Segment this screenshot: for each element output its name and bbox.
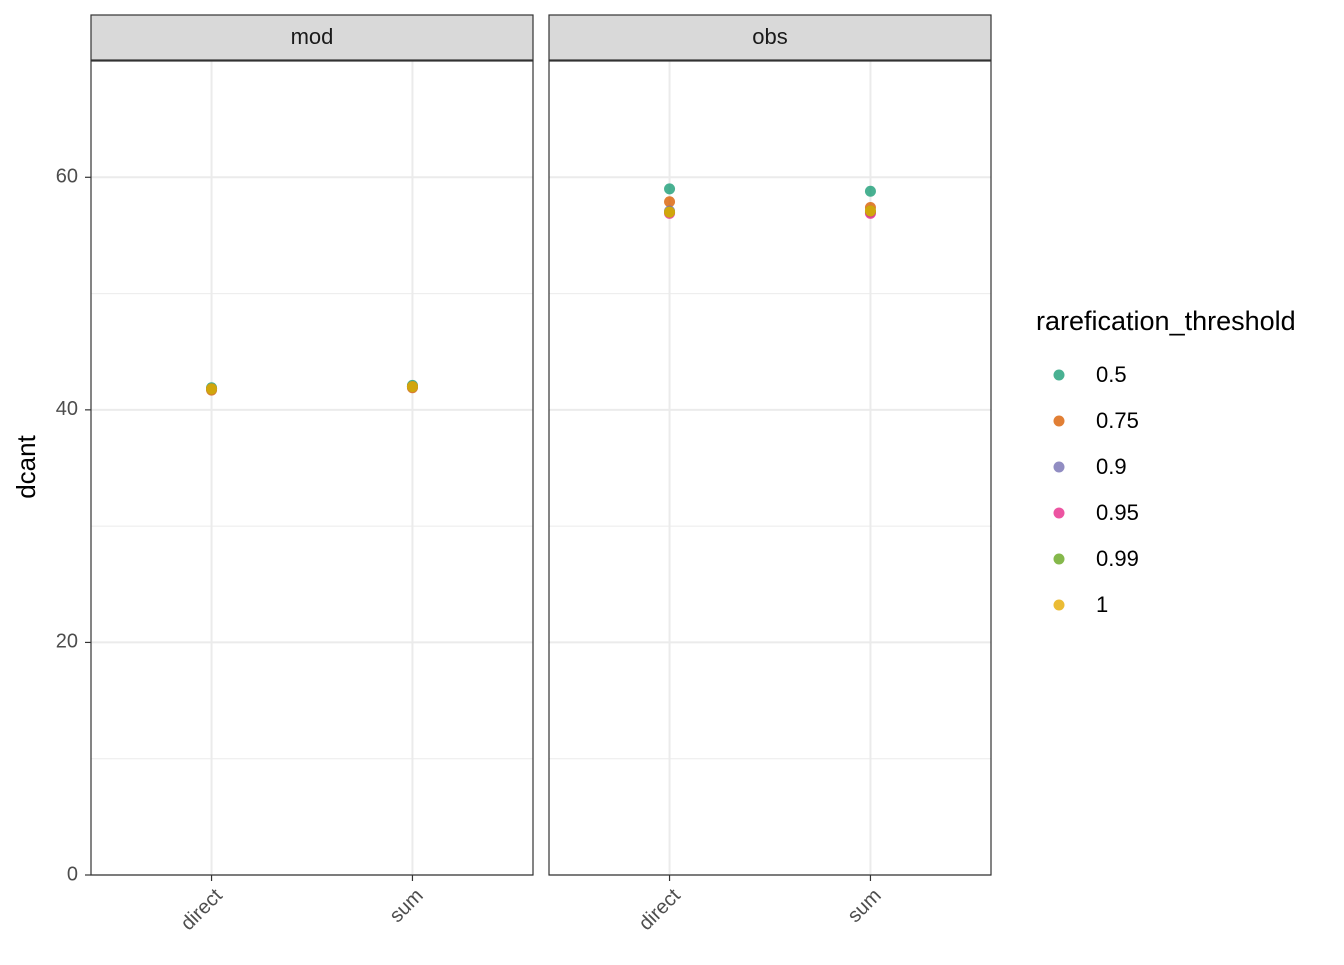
legend-label: 0.95	[1096, 500, 1139, 525]
legend-label: 1	[1096, 592, 1108, 617]
legend-label: 0.75	[1096, 408, 1139, 433]
point	[664, 206, 676, 218]
legend-key	[1053, 369, 1065, 381]
x-tick-label: direct	[177, 884, 227, 934]
x-tick-label: direct	[635, 884, 685, 934]
panel-background	[549, 61, 991, 875]
panel-border	[90, 60, 534, 876]
strip	[90, 14, 534, 61]
y-tick-label: 40	[56, 398, 78, 420]
x-tick-label: sum	[385, 885, 427, 927]
point	[864, 205, 876, 217]
legend-key	[1053, 461, 1065, 473]
y-tick-label: 0	[67, 863, 78, 885]
y-axis-label: dcant	[11, 434, 41, 498]
x-tick-label: sum	[843, 885, 885, 927]
legend-key	[1053, 599, 1065, 611]
legend-key	[1053, 553, 1065, 565]
legend-label: 0.9	[1096, 454, 1127, 479]
strip	[548, 14, 992, 61]
legend-label: 0.5	[1096, 362, 1127, 387]
point	[864, 185, 876, 197]
legend-key	[1053, 507, 1065, 519]
point	[664, 183, 676, 195]
legend-label: 0.99	[1096, 546, 1139, 571]
legend-key	[1053, 415, 1065, 427]
y-tick-label: 20	[56, 631, 78, 653]
legend-title: rarefication_threshold	[1036, 306, 1296, 336]
panel-border	[548, 60, 992, 876]
point	[664, 196, 676, 208]
strip-label: obs	[752, 24, 787, 49]
point	[406, 381, 418, 393]
strip-label: mod	[291, 24, 334, 49]
panel-background	[91, 61, 533, 875]
y-tick-label: 60	[56, 166, 78, 188]
point	[206, 383, 218, 395]
